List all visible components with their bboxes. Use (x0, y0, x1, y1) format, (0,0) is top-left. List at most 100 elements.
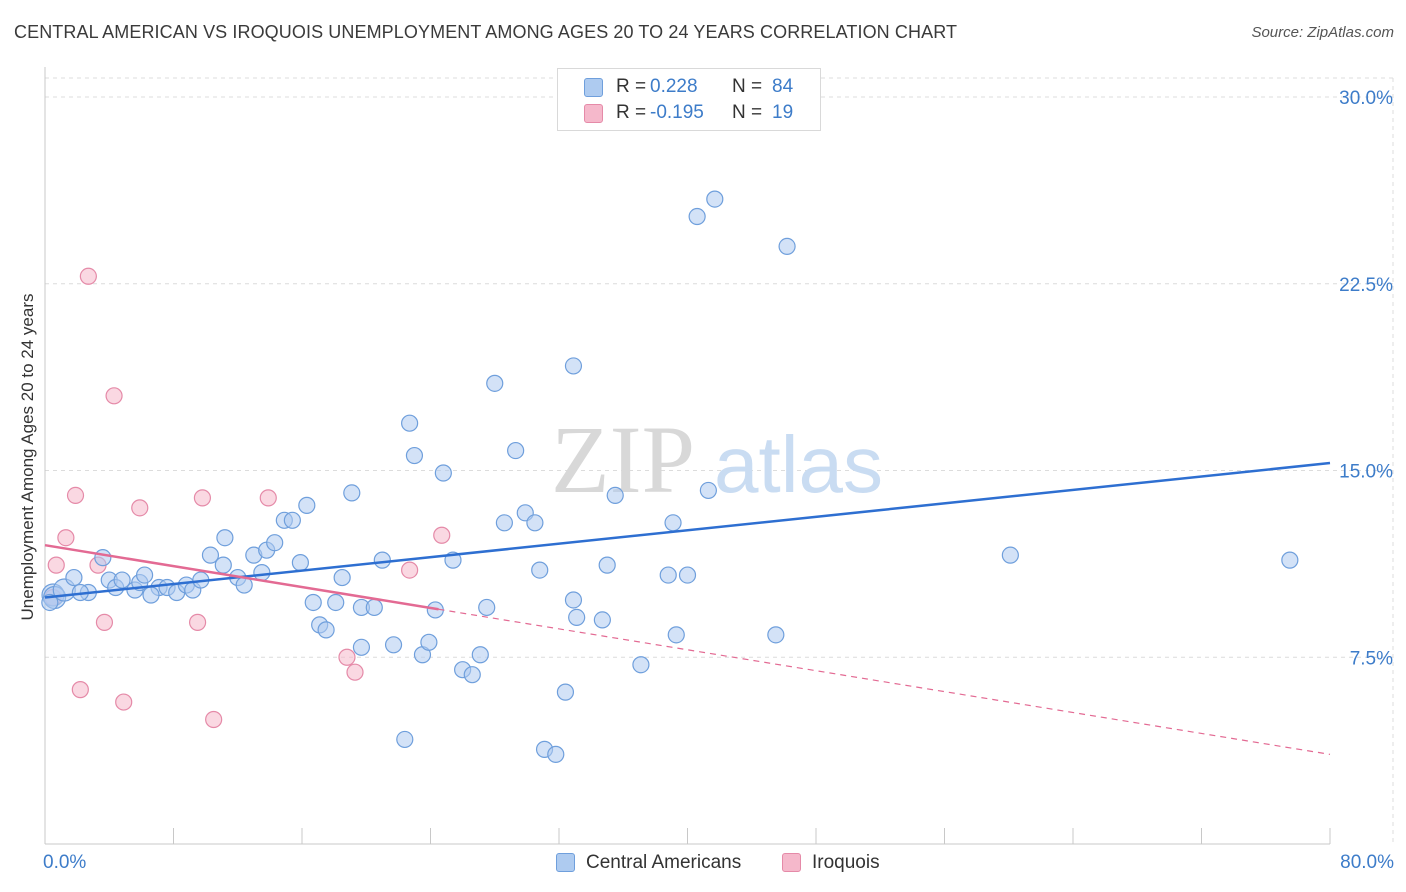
x-tick-label-min: 0.0% (43, 852, 87, 873)
legend-r-value: 0.228 (650, 76, 698, 97)
data-point-central-american (495, 514, 513, 532)
data-point-central-american (478, 598, 496, 617)
data-point-central-american (317, 621, 335, 639)
data-point-iroquois (131, 499, 149, 517)
data-point-iroquois (193, 489, 212, 507)
data-point-central-american (699, 481, 717, 500)
trend-line-central-americans (44, 461, 1331, 599)
bottom-legend-label: Iroquois (812, 852, 880, 873)
legend-n-value: 84 (772, 76, 794, 97)
trend-lines (44, 461, 1331, 755)
x-tick-label-max: 80.0% (1340, 852, 1394, 873)
data-point-iroquois (71, 681, 89, 699)
chart-title: CENTRAL AMERICAN VS IROQUOIS UNEMPLOYMEN… (14, 22, 958, 42)
data-point-central-american (531, 561, 549, 579)
data-point-central-american (216, 529, 234, 547)
correlation-legend: R = 0.228 N = 84 R = -0.195 N = 19 (557, 68, 821, 131)
data-point-central-american (678, 566, 697, 584)
bottom-legend-swatch-blue (556, 853, 575, 872)
data-point-iroquois (346, 663, 364, 681)
data-point-central-american (593, 611, 611, 629)
legend-swatch-pink (584, 104, 603, 123)
watermark-atlas: atlas (714, 420, 883, 509)
data-point-central-american (352, 638, 371, 656)
trend-line-iroquois-extension (438, 608, 1331, 755)
data-point-central-american (253, 563, 271, 582)
data-point-iroquois (338, 648, 356, 666)
data-point-central-american (135, 566, 154, 584)
data-point-central-american (343, 484, 361, 502)
legend-r-label: R = (616, 102, 647, 123)
data-point-central-american (463, 666, 481, 684)
data-point-central-american (298, 496, 316, 514)
data-point-central-american (1001, 546, 1019, 564)
trend-line-iroquois (44, 543, 439, 611)
data-point-central-american (778, 237, 796, 255)
data-point-central-american (327, 593, 345, 612)
data-point-iroquois (79, 267, 97, 285)
data-point-central-american (214, 556, 232, 574)
data-point-central-american (556, 683, 575, 701)
data-point-central-american (526, 514, 544, 532)
data-point-central-american (564, 357, 583, 375)
bottom-legend-label: Central Americans (586, 852, 742, 873)
source-label: Source: ZipAtlas.com (1251, 24, 1394, 41)
data-point-central-american (434, 464, 452, 482)
data-point-central-american (471, 646, 489, 664)
data-point-central-american (688, 207, 706, 226)
data-point-central-american (767, 626, 785, 644)
legend-n-label: N = (732, 102, 763, 123)
legend-r-value: -0.195 (650, 102, 704, 123)
data-point-central-american (486, 374, 504, 392)
bottom-legend-swatch-pink (782, 853, 801, 872)
data-point-central-american (291, 554, 309, 572)
data-point-central-american (304, 593, 322, 612)
data-point-iroquois (433, 526, 451, 544)
data-point-central-american (659, 566, 677, 584)
data-point-central-american (384, 636, 403, 654)
data-point-central-american (65, 568, 83, 587)
legend-n-value: 19 (772, 102, 794, 123)
data-point-iroquois (57, 529, 75, 547)
data-point-central-american (664, 514, 682, 532)
data-point-iroquois (47, 556, 65, 574)
iroquois-points (44, 267, 451, 729)
data-point-central-american (113, 571, 131, 589)
data-point-central-american (201, 546, 220, 564)
data-point-central-american (142, 586, 160, 604)
data-point-iroquois (205, 710, 223, 729)
data-point-central-american (283, 511, 301, 529)
y-tick-label: 22.5% (1339, 275, 1393, 296)
data-point-iroquois (259, 489, 277, 507)
data-point-iroquois (105, 387, 123, 405)
data-point-iroquois (115, 693, 133, 711)
data-point-central-american (606, 486, 624, 504)
data-point-central-american (94, 549, 112, 567)
data-point-central-american (401, 414, 419, 432)
data-point-central-american (667, 626, 685, 644)
legend-swatch-blue (584, 78, 603, 97)
data-point-central-american (1281, 551, 1299, 569)
data-point-central-american (568, 608, 586, 627)
data-point-central-american (266, 534, 284, 552)
data-point-central-american (373, 551, 391, 569)
data-point-central-american (396, 730, 414, 749)
axes (44, 67, 1331, 845)
data-point-iroquois (188, 613, 207, 631)
data-point-central-american (632, 656, 650, 674)
data-point-iroquois (401, 561, 419, 579)
y-tick-label: 30.0% (1339, 88, 1393, 109)
legend-n-label: N = (732, 76, 763, 97)
data-point-central-american (405, 446, 424, 465)
y-tick-label: 7.5% (1350, 648, 1393, 669)
data-point-central-american (507, 441, 525, 460)
data-point-central-american (598, 556, 616, 574)
data-point-central-american (333, 568, 351, 587)
watermark: ZIP atlas (551, 406, 883, 513)
data-point-iroquois (95, 613, 114, 631)
data-point-central-american (706, 190, 724, 208)
y-tick-label: 15.0% (1339, 462, 1393, 483)
data-point-iroquois (66, 486, 85, 504)
data-point-central-american (547, 745, 565, 763)
